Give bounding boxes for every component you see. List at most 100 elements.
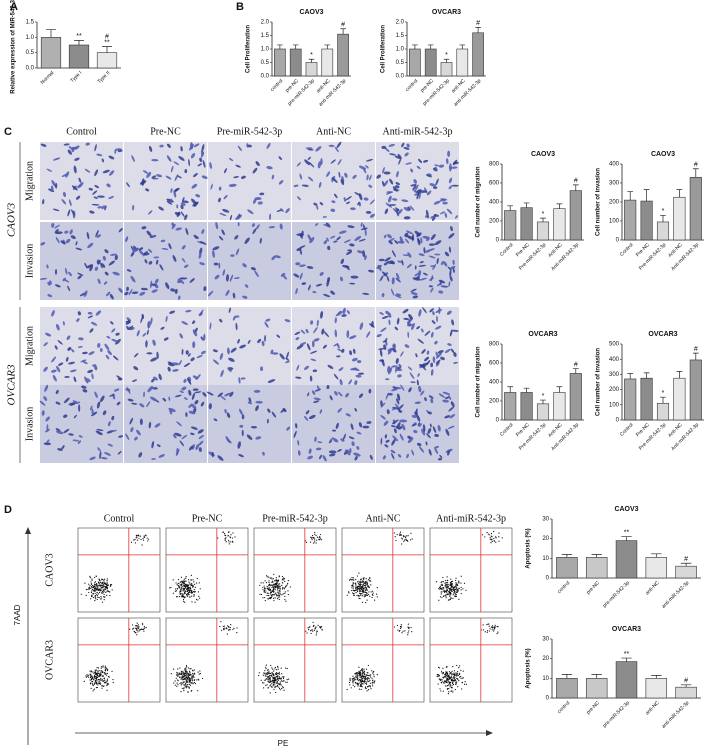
event-dot [450, 686, 451, 687]
y-tick-label: 10 [542, 556, 549, 562]
event-dot [412, 538, 413, 539]
event-dot [356, 672, 357, 673]
event-dot [399, 630, 400, 631]
event-dot [373, 682, 374, 683]
event-dot [370, 683, 371, 684]
event-dot [493, 538, 494, 539]
event-dot [95, 581, 96, 582]
event-dot [95, 670, 96, 671]
event-dot [148, 539, 149, 540]
event-dot [311, 539, 312, 540]
event-dot [191, 593, 192, 594]
event-dot [492, 625, 493, 626]
event-dot [459, 665, 460, 666]
x-tick-label: anti-miR-542-3p [661, 580, 691, 610]
event-dot [280, 689, 281, 690]
event-dot [193, 594, 194, 595]
event-dot [264, 680, 265, 681]
event-dot [370, 584, 371, 585]
event-dot [263, 682, 264, 683]
event-dot [112, 679, 113, 680]
event-dot [279, 674, 280, 675]
event-dot [373, 674, 374, 675]
event-dot [447, 576, 448, 577]
event-dot [282, 587, 283, 588]
event-dot [367, 677, 368, 678]
event-dot [400, 628, 401, 629]
event-dot [279, 595, 280, 596]
event-dot [314, 538, 315, 539]
event-dot [265, 667, 266, 668]
bar [676, 687, 697, 698]
event-dot [321, 629, 322, 630]
event-dot [490, 537, 491, 538]
event-dot [455, 682, 456, 683]
bar [537, 222, 548, 240]
event-dot [356, 673, 357, 674]
chart-title: OVCAR3 [432, 9, 461, 16]
bar [425, 49, 436, 76]
event-dot [284, 581, 285, 582]
event-dot [187, 679, 188, 680]
event-dot [191, 575, 192, 576]
event-dot [100, 584, 101, 585]
y-tick-label: 0.5 [261, 60, 270, 66]
cell-line-label: OVCAR3 [44, 640, 55, 680]
event-dot [454, 673, 455, 674]
event-dot [261, 594, 262, 595]
event-dot [182, 683, 183, 684]
event-dot [364, 591, 365, 592]
event-dot [441, 589, 442, 590]
event-dot [279, 576, 280, 577]
bar [646, 557, 667, 578]
event-dot [347, 595, 348, 596]
event-dot [267, 586, 268, 587]
significance-mark: # [574, 178, 578, 185]
event-dot [352, 676, 353, 677]
y-axis-label: Cell Proliferation [381, 25, 387, 73]
significance-mark: * [445, 52, 448, 59]
event-dot [355, 682, 356, 683]
event-dot [310, 537, 311, 538]
event-dot [183, 596, 184, 597]
event-dot [287, 679, 288, 680]
event-dot [134, 631, 135, 632]
event-dot [224, 539, 225, 540]
event-dot [91, 584, 92, 585]
event-dot [400, 532, 401, 533]
event-dot [410, 533, 411, 534]
column-label: Anti-NC [366, 513, 401, 524]
event-dot [272, 581, 273, 582]
event-dot [274, 587, 275, 588]
event-dot [442, 577, 443, 578]
event-dot [275, 593, 276, 594]
event-dot [183, 599, 184, 600]
event-dot [271, 587, 272, 588]
event-dot [362, 671, 363, 672]
event-dot [454, 589, 455, 590]
event-dot [462, 682, 463, 683]
panel-label: C [4, 126, 12, 138]
event-dot [356, 595, 357, 596]
error-bar [524, 388, 530, 392]
event-dot [105, 592, 106, 593]
event-dot [282, 579, 283, 580]
event-dot [364, 585, 365, 586]
event-dot [144, 626, 145, 627]
event-dot [190, 668, 191, 669]
event-dot [90, 675, 91, 676]
event-dot [197, 599, 198, 600]
arrow-head [486, 730, 493, 736]
event-dot [495, 625, 496, 626]
event-dot [99, 679, 100, 680]
event-dot [484, 536, 485, 537]
event-dot [95, 680, 96, 681]
y-tick-label: 1.0 [396, 47, 405, 53]
event-dot [182, 594, 183, 595]
event-dot [361, 584, 362, 585]
event-dot [190, 685, 191, 686]
event-dot [86, 676, 87, 677]
event-dot [440, 588, 441, 589]
event-dot [457, 671, 458, 672]
event-dot [266, 673, 267, 674]
